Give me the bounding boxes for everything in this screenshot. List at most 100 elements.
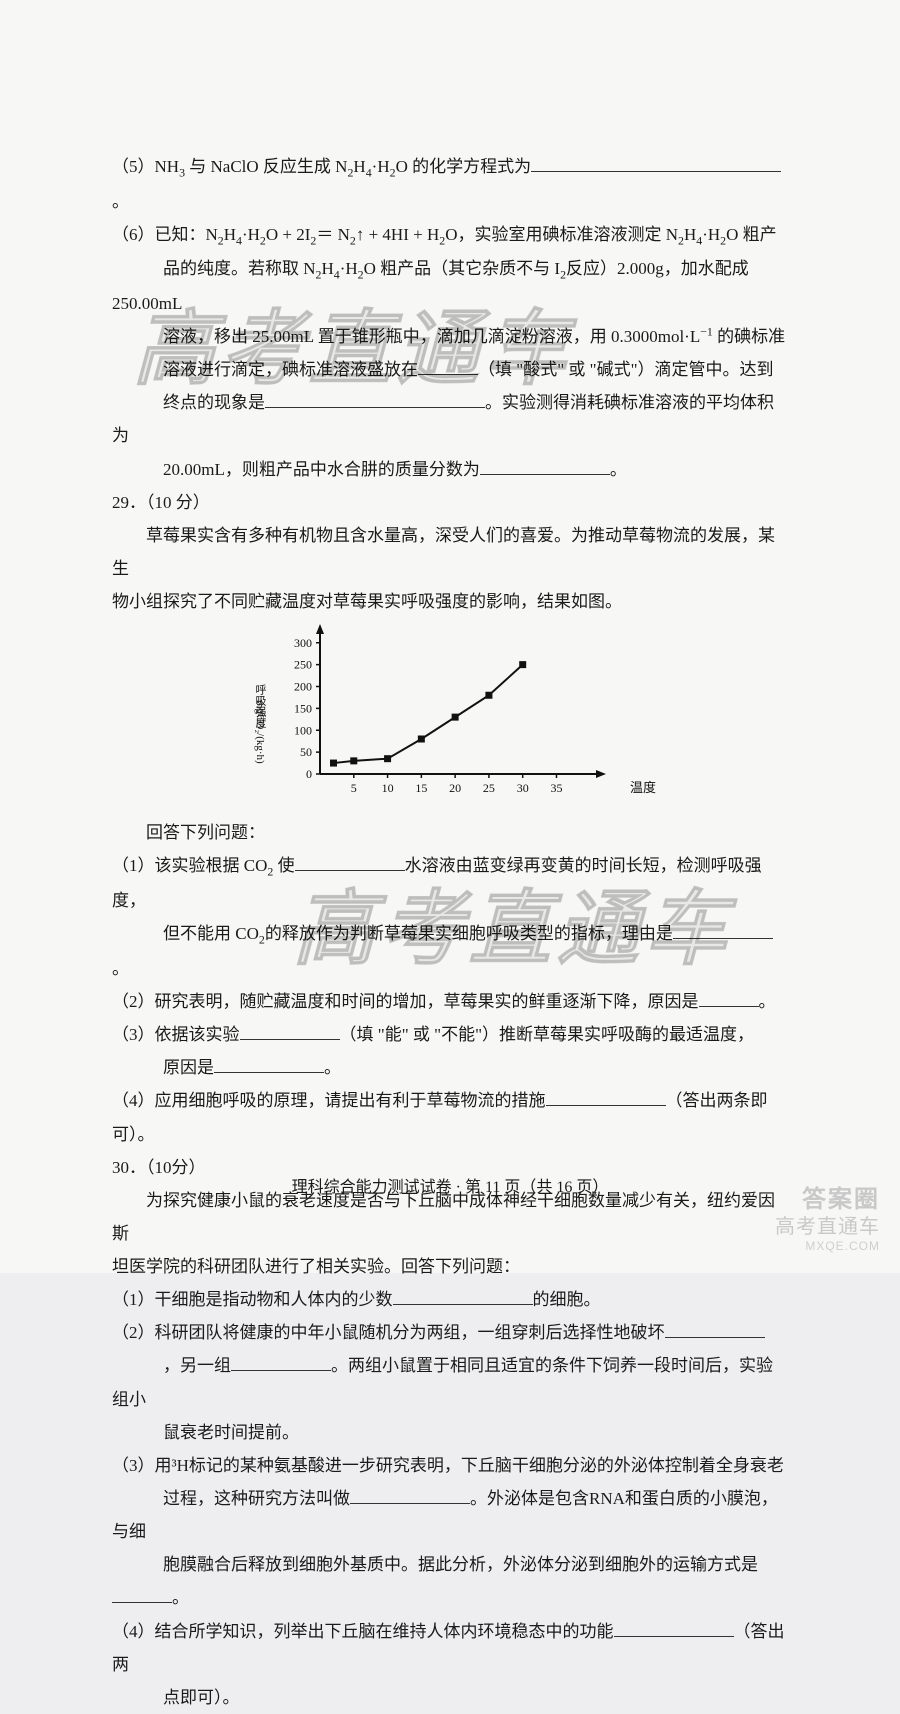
q30-2b: ，另一组。两组小鼠置于相同且适宜的条件下饲养一段时间后，实验组小 [112, 1349, 788, 1415]
svg-text:300: 300 [294, 636, 312, 650]
blank [665, 1319, 765, 1339]
q29-2: （2）研究表明，随贮藏温度和时间的增加，草莓果实的鲜重逐渐下降，原因是。 [112, 985, 788, 1018]
q29-after-chart: 回答下列问题： [112, 816, 788, 849]
text: ，另一组 [163, 1356, 231, 1375]
q29-header: 29．（10 分） [112, 486, 788, 519]
text: 。 [759, 992, 776, 1011]
blank [112, 1584, 172, 1604]
svg-text:5: 5 [351, 781, 357, 795]
text: H [321, 259, 333, 278]
exam-page: 高考直通车 高考直通车 （5）NH3 与 NaClO 反应生成 N2H4·H2O… [0, 0, 900, 1273]
text: 但不能用 CO [163, 924, 259, 943]
text: （4）应用细胞呼吸的原理，请提出有利于草莓物流的措施 [112, 1091, 546, 1110]
page-footer: 理科综合能力测试试卷 · 第 11 页（共 16 页） [0, 1172, 900, 1203]
text: 使 [273, 856, 294, 875]
respiration-chart-svg: 0501001502002503005101520253035温度（℃）呼吸强度… [240, 624, 660, 814]
text: H [684, 225, 696, 244]
blank [699, 987, 759, 1007]
blank [350, 1484, 470, 1504]
blank [393, 1286, 533, 1306]
blank [231, 1352, 331, 1372]
text: O 的化学方程式为 [396, 157, 532, 176]
q30-1: （1）干细胞是指动物和人体内的少数 的细胞。 [112, 1283, 788, 1316]
text: （4）结合所学知识，列举出下丘脑在维持人体内环境稳态中的功能 [112, 1622, 614, 1641]
q28-6-line3: 溶液，移出 25.00mL 置于锥形瓶中，滴加几滴淀粉溶液，用 0.3000mo… [112, 320, 788, 353]
svg-text:100: 100 [294, 724, 312, 738]
blank [214, 1054, 324, 1074]
svg-text:150: 150 [294, 702, 312, 716]
q29-1a: （1）该实验根据 CO2 使水溶液由蓝变绿再变黄的时间长短，检测呼吸强度， [112, 849, 788, 917]
text: 品的纯度。若称取 N [163, 259, 316, 278]
svg-text:250: 250 [294, 658, 312, 672]
q28-6-line4: 溶液进行滴定，碘标准溶液盛放在 （填 "酸式" 或 "碱式"）滴定管中。达到 [112, 353, 788, 386]
corner-line2: 高考直通车 [775, 1216, 880, 1238]
text: 原因是 [163, 1058, 214, 1077]
blank [531, 152, 781, 172]
blank [480, 455, 610, 475]
text: 过程，这种研究方法叫做 [163, 1489, 350, 1508]
q29-chart: 0501001502002503005101520253035温度（℃）呼吸强度… [112, 624, 788, 814]
corner-line3: MXQE.COM [775, 1240, 880, 1253]
text: ＝ N [316, 225, 350, 244]
q30-4b: 点即可）。 [112, 1681, 788, 1714]
svg-text:50: 50 [300, 745, 312, 759]
q28-6-line1: （6）已知：N2H4·H2O + 2I2＝ N2↑ + 4HI + H2O，实验… [112, 218, 788, 253]
svg-text:mgCO₂/(kg·h): mgCO₂/(kg·h) [254, 700, 266, 764]
q28-6-line2: 品的纯度。若称取 N2H4·H2O 粗产品（其它杂质不与 I2反应）2.000g… [112, 252, 788, 320]
text: 溶液进行滴定，碘标准溶液盛放在 [163, 360, 418, 379]
q29-intro-2: 物小组探究了不同贮藏温度对草莓果实呼吸强度的影响，结果如图。 [112, 585, 788, 618]
text: （填 "酸式" 或 "碱式"）滴定管中。达到 [478, 360, 774, 379]
text: （5）NH [112, 157, 179, 176]
text: 。 [112, 959, 129, 978]
q30-3b: 过程，这种研究方法叫做。外泌体是包含RNA和蛋白质的小膜泡，与细 [112, 1482, 788, 1548]
text: 的碘标准 [713, 327, 785, 346]
text: 胞膜融合后释放到细胞外基质中。据此分析，外泌体分泌到细胞外的运输方式是 [163, 1555, 758, 1574]
q30-3a: （3）用³H标记的某种氨基酸进一步研究表明，下丘脑干细胞分泌的外泌体控制着全身衰… [112, 1449, 788, 1482]
text: ·H [372, 157, 390, 176]
text: 的细胞。 [533, 1290, 601, 1309]
svg-text:35: 35 [550, 781, 562, 795]
text: H [224, 225, 236, 244]
text: 。 [324, 1058, 341, 1077]
q28-6-line5: 终点的现象是。实验测得消耗碘标准溶液的平均体积为 [112, 386, 788, 452]
q30-intro-2: 坦医学院的科研团队进行了相关实验。回答下列问题： [112, 1250, 788, 1283]
text: ·H [340, 259, 358, 278]
text: O 粗产品（其它杂质不与 I [364, 259, 560, 278]
q29-4: （4）应用细胞呼吸的原理，请提出有利于草莓物流的措施（答出两条即可）。 [112, 1084, 788, 1150]
text: （1）该实验根据 CO [112, 856, 267, 875]
svg-text:温度（℃）: 温度（℃） [630, 780, 660, 795]
corner-watermark: 答案圈 高考直通车 MXQE.COM [775, 1187, 880, 1253]
text: 。 [172, 1588, 189, 1607]
blank [295, 852, 405, 872]
text: （3）依据该实验 [112, 1025, 240, 1044]
text: 20.00mL，则粗产品中水合肼的质量分数为 [163, 460, 480, 479]
text: O + 2I [266, 225, 311, 244]
q30-4a: （4）结合所学知识，列举出下丘脑在维持人体内环境稳态中的功能（答出两 [112, 1615, 788, 1681]
text: 终点的现象是 [163, 393, 265, 412]
q28-5: （5）NH3 与 NaClO 反应生成 N2H4·H2O 的化学方程式为。 [112, 150, 788, 218]
blank [265, 389, 485, 409]
q30-3c: 胞膜融合后释放到细胞外基质中。据此分析，外泌体分泌到细胞外的运输方式是。 [112, 1548, 788, 1614]
text: （2）科研团队将健康的中年小鼠随机分为两组，一组穿刺后选择性地破坏 [112, 1323, 665, 1342]
q29-1b: 但不能用 CO2的释放作为判断草莓果实细胞呼吸类型的指标，理由是。 [112, 917, 788, 985]
svg-text:25: 25 [483, 781, 495, 795]
blank [546, 1087, 666, 1107]
text: （填 "能" 或 "不能"）推断草莓果实呼吸酶的最适温度， [340, 1025, 755, 1044]
svg-text:15: 15 [415, 781, 427, 795]
blank [614, 1617, 734, 1637]
text: O 粗产 [726, 225, 777, 244]
text: （6）已知：N [112, 225, 218, 244]
text: 。 [112, 192, 129, 211]
q29-intro-1: 草莓果实含有多种有机物且含水量高，深受人们的喜爱。为推动草莓物流的发展，某生 [112, 519, 788, 585]
svg-text:30: 30 [517, 781, 529, 795]
svg-text:20: 20 [449, 781, 461, 795]
blank [673, 920, 773, 940]
q30-2a: （2）科研团队将健康的中年小鼠随机分为两组，一组穿刺后选择性地破坏 [112, 1316, 788, 1349]
text: （1）干细胞是指动物和人体内的少数 [112, 1290, 393, 1309]
svg-text:0: 0 [306, 767, 312, 781]
text: 与 NaClO 反应生成 N [185, 157, 347, 176]
text: 。 [610, 460, 627, 479]
q29-3a: （3）依据该实验 （填 "能" 或 "不能"）推断草莓果实呼吸酶的最适温度， [112, 1018, 788, 1051]
q29-3b: 原因是 。 [112, 1051, 788, 1084]
text: ·H [242, 225, 260, 244]
